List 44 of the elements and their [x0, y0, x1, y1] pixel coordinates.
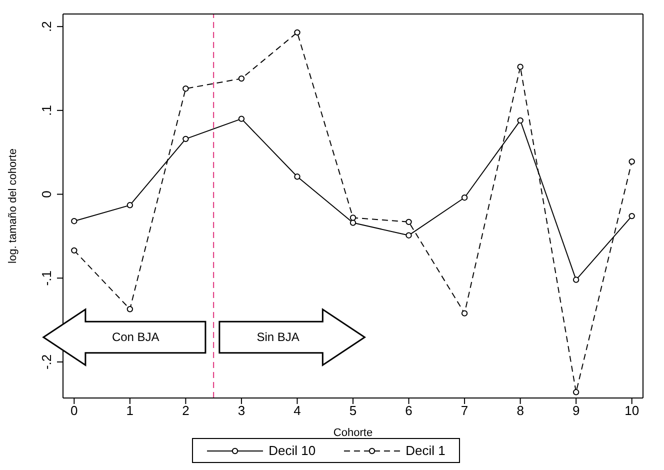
point — [71, 247, 78, 254]
point — [294, 174, 300, 180]
point — [238, 75, 245, 82]
legend-label: Decil 10 — [268, 443, 316, 458]
x-tick-label: 2 — [182, 403, 190, 418]
point — [461, 310, 468, 316]
point — [126, 202, 134, 208]
point — [517, 117, 524, 124]
point — [126, 306, 134, 312]
y-axis-title: log. tamaño del cohorte — [6, 148, 19, 264]
y-tick-label: -.2 — [39, 354, 54, 370]
point — [406, 218, 412, 226]
x-tick-label: 4 — [294, 403, 301, 418]
point — [182, 136, 189, 142]
x-tick-label: 0 — [70, 403, 78, 418]
x-tick-label: 1 — [126, 403, 134, 418]
y-tick-label: -.1 — [39, 270, 54, 286]
point — [461, 194, 468, 201]
x-tick-label: 3 — [238, 403, 246, 418]
y-tick-label: 0 — [39, 190, 54, 198]
y-tick-label: .1 — [39, 104, 54, 116]
point — [406, 232, 412, 238]
point — [517, 64, 524, 70]
annotation: Sin BJA — [256, 330, 300, 344]
point — [572, 276, 580, 283]
point — [71, 218, 78, 224]
x-axis-title: Cohorte — [333, 427, 373, 439]
x-tick-label: 5 — [349, 403, 357, 418]
x-tick-label: 9 — [572, 403, 580, 418]
point — [628, 212, 635, 220]
x-tick-label: 10 — [624, 403, 640, 418]
annotation: Con BJA — [112, 330, 160, 344]
x-tick-label: 7 — [460, 403, 468, 418]
x-tick-label: 8 — [516, 403, 524, 418]
point — [294, 29, 300, 36]
point — [238, 116, 245, 122]
point — [350, 220, 356, 226]
x-tick-label: 6 — [405, 403, 412, 418]
point — [350, 214, 356, 221]
y-tick-label: .2 — [39, 21, 54, 32]
point — [628, 158, 635, 165]
point — [572, 389, 580, 396]
legend-label: Decil 1 — [404, 443, 446, 458]
point — [182, 86, 189, 92]
